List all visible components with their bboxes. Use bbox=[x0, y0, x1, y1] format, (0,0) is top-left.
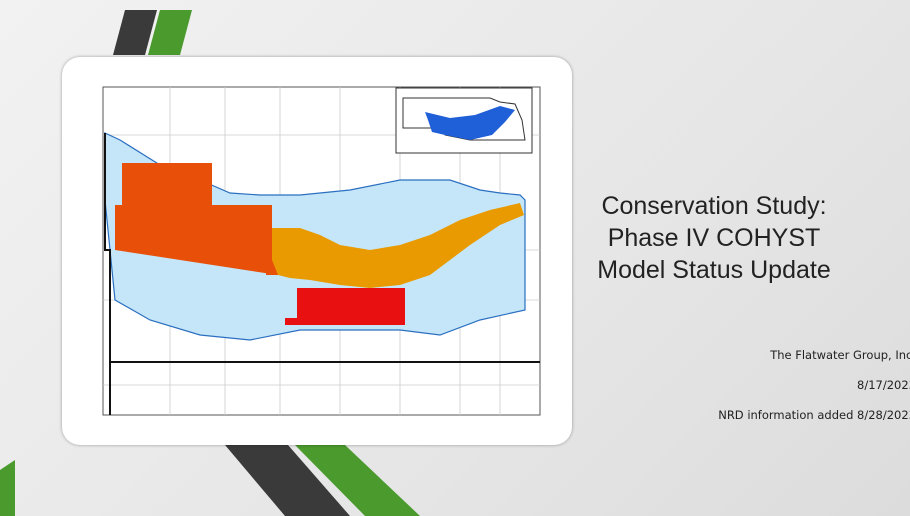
title-line: Model Status Update bbox=[597, 256, 831, 284]
stripe-dark bbox=[225, 445, 350, 516]
title-line: Phase IV COHYST bbox=[607, 224, 821, 252]
region-dark-orange bbox=[115, 205, 278, 275]
stripe-green bbox=[148, 10, 192, 55]
region-orange bbox=[272, 203, 524, 288]
inset-region bbox=[425, 106, 515, 140]
stripe-dark bbox=[113, 10, 157, 55]
title-line: Conservation Study: bbox=[601, 192, 827, 220]
stripe-green bbox=[0, 460, 15, 516]
subtitle-line: NRD information added 8/28/2023 bbox=[718, 408, 910, 422]
stripe-green bbox=[295, 445, 420, 516]
subtitle-line: 8/17/2023 bbox=[857, 378, 910, 392]
region-red bbox=[285, 288, 405, 325]
state-lines bbox=[104, 133, 540, 415]
subtitle-line: The Flatwater Group, Inc. bbox=[770, 348, 910, 362]
